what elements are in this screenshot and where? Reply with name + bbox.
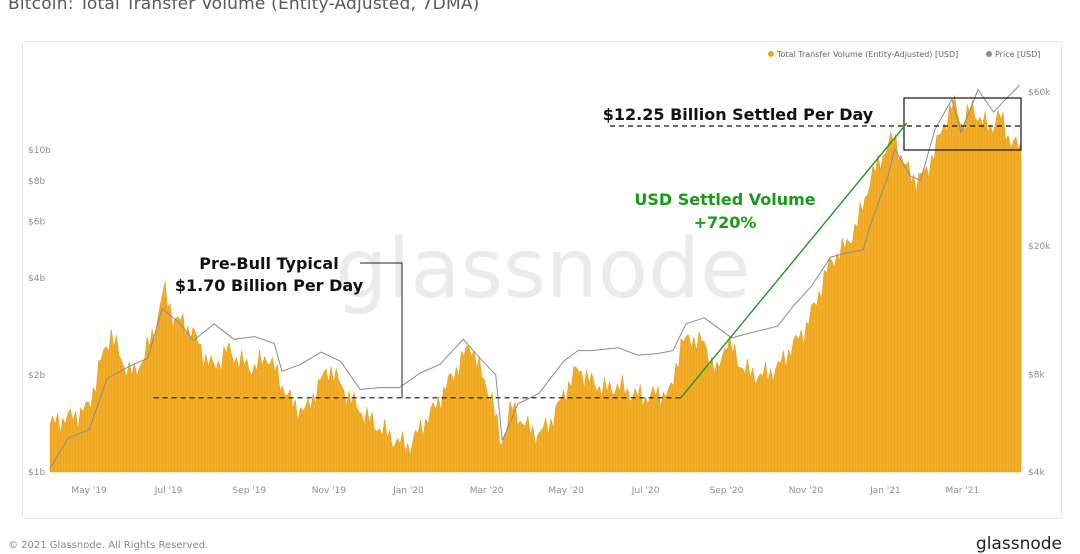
y-right-tick-label: $60k <box>1028 88 1051 98</box>
y-left-tick-label: $6b <box>28 217 45 227</box>
legend[interactable]: Total Transfer Volume (Entity-Adjusted) … <box>768 50 1040 59</box>
annotation-layer: Pre-Bull Typical $1.70 Billion Per Day $12… <box>153 97 1022 399</box>
legend-volume-dot <box>768 51 774 57</box>
watermark: glassnode <box>335 222 750 317</box>
growth-label-line2: +720% <box>694 213 757 232</box>
price-line-layer <box>49 84 1021 469</box>
y-left-tick-label: $10b <box>28 146 51 156</box>
x-tick-label: May '19 <box>71 486 107 496</box>
growth-label-line1: USD Settled Volume <box>634 190 815 209</box>
axis-layer: $1b $2b $4b $6b $8b $10b $4k $8k $20k $60k May '19… <box>28 88 1051 496</box>
x-tick-label: Sep '19 <box>233 486 267 496</box>
growth-line <box>680 122 908 399</box>
y-left-tick-label: $8b <box>28 177 45 187</box>
post-bull-highlight-box <box>903 97 1022 151</box>
y-right-tick-label: $8k <box>1028 371 1045 381</box>
volume-area-series <box>49 95 1022 473</box>
y-left-tick-label: $2b <box>28 371 45 381</box>
legend-price-dot <box>986 51 992 57</box>
pre-bull-label-line1: Pre-Bull Typical <box>199 254 338 273</box>
x-tick-label: Jan '21 <box>869 486 901 496</box>
y-left-tick-label: $1b <box>28 468 45 478</box>
x-tick-label: Nov '19 <box>312 486 347 496</box>
x-tick-label: Jul '20 <box>631 486 660 496</box>
y-right-tick-label: $20k <box>1028 242 1051 252</box>
pre-bull-label-line2: $1.70 Billion Per Day <box>175 276 364 295</box>
x-tick-label: Nov '20 <box>789 486 824 496</box>
volume-area-layer <box>49 82 1022 473</box>
copyright: © 2021 Glassnode. All Rights Reserved. <box>8 540 209 551</box>
x-tick-label: Jan '20 <box>392 486 424 496</box>
x-tick-label: Mar '20 <box>470 486 504 496</box>
pre-bull-leader-line <box>360 262 403 398</box>
page-title: Bitcoin: Total Transfer Volume (Entity-A… <box>8 0 480 14</box>
x-tick-label: Mar '21 <box>945 486 979 496</box>
y-left-tick-label: $4b <box>28 274 45 284</box>
y-right-tick-label: $4k <box>1028 468 1045 478</box>
x-tick-label: May '20 <box>548 486 584 496</box>
price-line-series <box>49 84 1021 469</box>
post-bull-label: $12.25 Billion Settled Per Day <box>603 105 874 124</box>
x-tick-label: Jul '19 <box>154 486 183 496</box>
legend-volume-label[interactable]: Total Transfer Volume (Entity-Adjusted) … <box>776 50 958 59</box>
x-tick-label: Sep '20 <box>710 486 744 496</box>
brand-logo: glassnode <box>975 534 1062 554</box>
legend-price-label[interactable]: Price [USD] <box>995 50 1040 59</box>
